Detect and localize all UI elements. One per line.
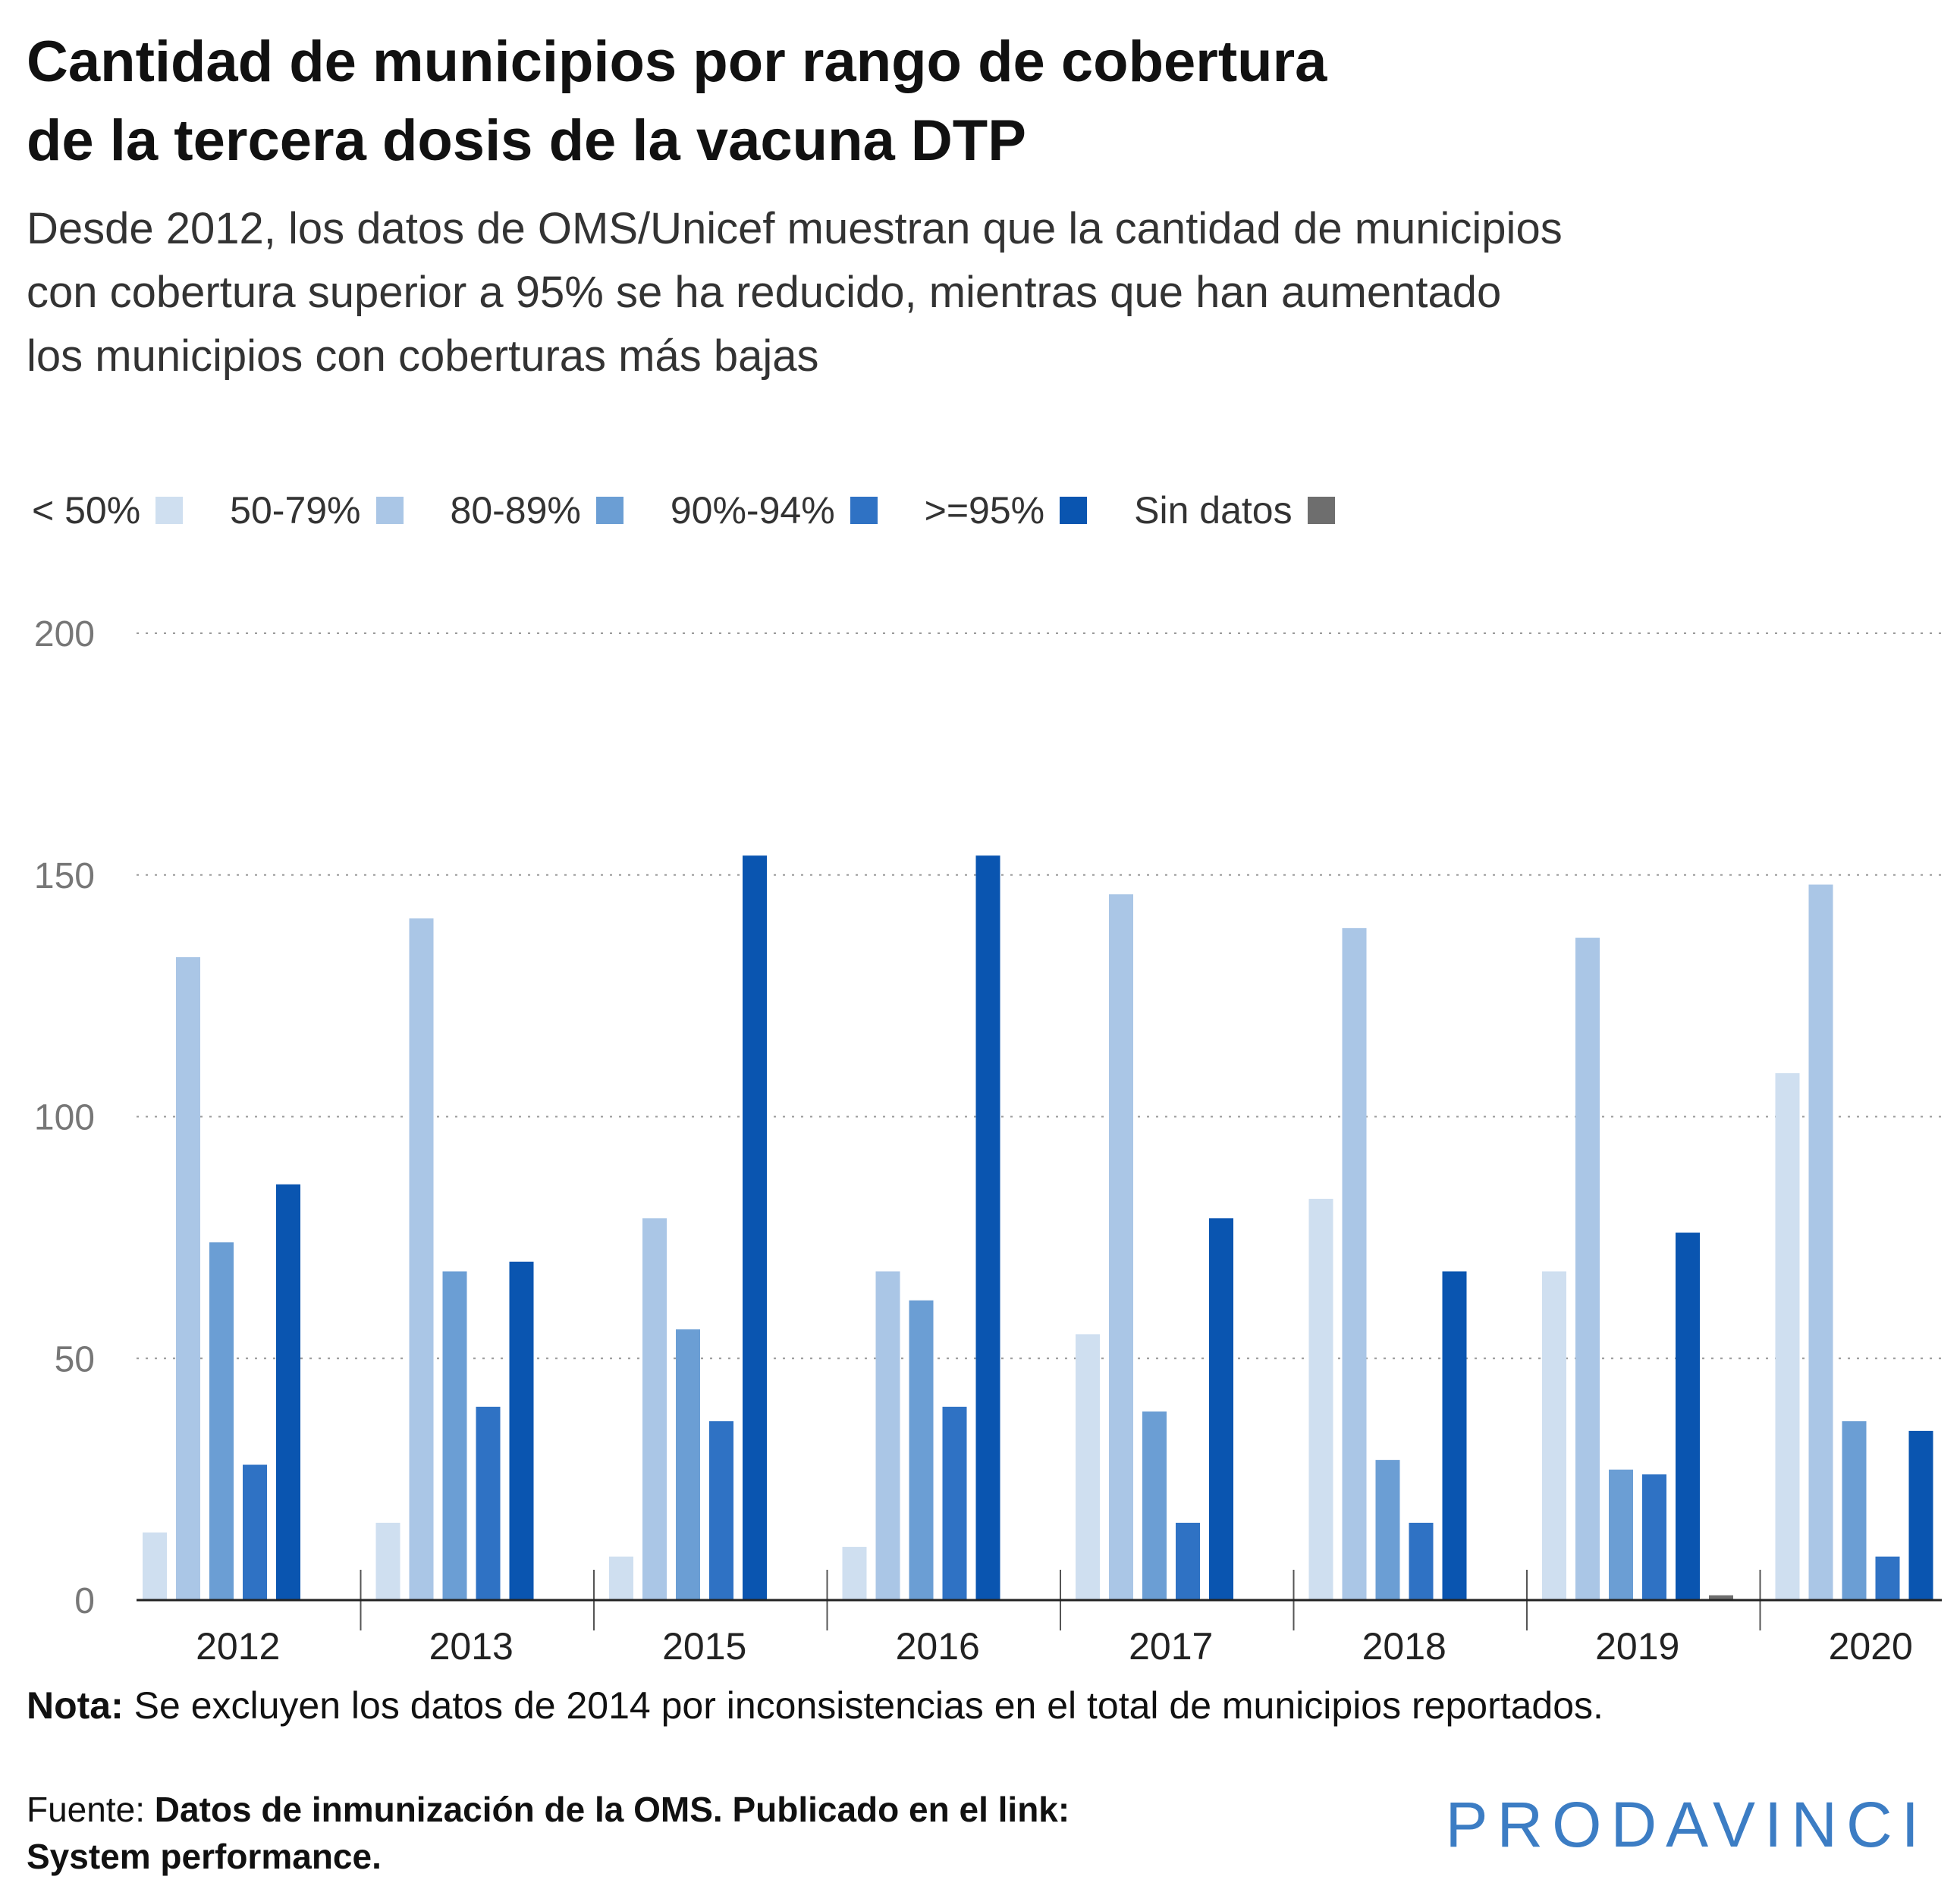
legend-item-90-94: 90%-94%	[671, 488, 878, 532]
legend-label: < 50%	[32, 489, 141, 532]
bar	[1308, 1198, 1333, 1600]
bar	[1076, 1334, 1100, 1600]
bar	[1142, 1411, 1167, 1600]
bar	[243, 1464, 267, 1600]
x-tick-label: 2019	[1595, 1625, 1679, 1668]
bar	[975, 855, 1000, 1600]
legend-item-gte95: >=95%	[924, 488, 1088, 532]
bar-chart: 0 50 100 150 200 2012 2013 2015 2016 2017 2018 2019…	[34, 614, 1942, 1668]
bar	[1609, 1469, 1633, 1600]
bar	[1908, 1430, 1933, 1600]
x-tick-label: 2018	[1362, 1625, 1446, 1668]
prodavinci-logo: PRODAVINCI	[1445, 1789, 1928, 1860]
legend-swatch	[595, 497, 623, 524]
y-tick-label: 200	[34, 614, 95, 654]
chart-title-line-1: Cantidad de municipios por rango de cobe…	[27, 30, 1327, 94]
y-tick-label: 150	[34, 856, 95, 896]
source-label: Fuente:	[27, 1790, 155, 1829]
source: Fuente: Datos de inmunización de la OMS.…	[27, 1786, 1164, 1880]
chart-legend: < 50% 50-79% 80-89% 90%-94% >=95% Sin da…	[32, 484, 1382, 537]
legend-label: 80-89%	[450, 489, 581, 532]
bar	[1542, 1271, 1566, 1600]
bar	[1409, 1523, 1434, 1600]
bar	[476, 1407, 501, 1600]
bar	[1842, 1421, 1867, 1600]
y-tick-label: 50	[55, 1339, 95, 1379]
chart-subtitle-line-3: los municipios con coberturas más bajas	[27, 331, 819, 381]
bar	[176, 957, 200, 1600]
x-tick-label: 2013	[429, 1625, 514, 1668]
bar	[842, 1546, 867, 1600]
bar	[1808, 884, 1833, 1600]
y-tick-label: 0	[74, 1581, 95, 1621]
bar	[1342, 927, 1367, 1600]
bar	[909, 1300, 934, 1600]
bar	[743, 855, 767, 1600]
legend-label: 90%-94%	[670, 489, 835, 532]
legend-swatch	[850, 497, 878, 524]
bar	[209, 1242, 234, 1600]
footnote: Nota: Se excluyen los datos de 2014 por …	[27, 1684, 1603, 1728]
bar	[1209, 1218, 1233, 1600]
bar	[1709, 1595, 1733, 1600]
x-tick-label: 2012	[196, 1625, 280, 1668]
chart-subtitle-line-1: Desde 2012, los datos de OMS/Unicef mues…	[27, 204, 1563, 253]
source-text: Datos de inmunización de la OMS. Publica…	[154, 1790, 1070, 1829]
x-tick-label: 2020	[1829, 1625, 1913, 1668]
legend-swatch	[1060, 497, 1088, 524]
y-tick-label: 100	[34, 1098, 95, 1138]
bar	[1575, 937, 1600, 1600]
legend-item-50-79: 50-79%	[230, 488, 404, 532]
bar	[143, 1532, 167, 1600]
chart-title: Cantidad de municipios por rango de cobe…	[27, 23, 1544, 180]
chart-subtitle: Desde 2012, los datos de OMS/Unicef mues…	[27, 197, 1771, 388]
source-text-line-2: System performance.	[27, 1837, 382, 1876]
bar	[409, 918, 434, 1600]
chart-title-line-2: de la tercera dosis de la vacuna DTP	[27, 108, 1026, 173]
legend-label: 50-79%	[230, 489, 361, 532]
x-tick-label: 2016	[896, 1625, 980, 1668]
x-tick-label: 2015	[662, 1625, 746, 1668]
bar	[642, 1218, 667, 1600]
bar	[1875, 1556, 1900, 1600]
x-tick-label: 2017	[1129, 1625, 1213, 1668]
legend-item-sin-datos: Sin datos	[1134, 488, 1335, 532]
legend-label: Sin datos	[1134, 489, 1293, 532]
bar	[375, 1523, 400, 1600]
chart-subtitle-line-2: con cobertura superior a 95% se ha reduc…	[27, 268, 1502, 317]
footnote-text: Se excluyen los datos de 2014 por incons…	[123, 1684, 1603, 1727]
legend-item-80-89: 80-89%	[451, 488, 623, 532]
legend-label: >=95%	[924, 489, 1045, 532]
bar	[942, 1407, 967, 1600]
bar	[1642, 1474, 1666, 1600]
legend-swatch	[155, 497, 184, 524]
bar	[1176, 1523, 1200, 1600]
bar	[509, 1261, 534, 1600]
footnote-label: Nota:	[27, 1684, 124, 1727]
bar	[1109, 894, 1133, 1600]
bar	[276, 1184, 300, 1600]
bar	[709, 1421, 733, 1600]
bar	[875, 1271, 900, 1600]
bar	[676, 1329, 700, 1600]
bar	[1442, 1271, 1467, 1600]
bar	[1375, 1460, 1400, 1600]
legend-item-lt50: < 50%	[32, 488, 184, 532]
bar	[442, 1271, 467, 1600]
legend-swatch	[1307, 497, 1335, 524]
bar	[1775, 1073, 1800, 1600]
legend-swatch	[375, 497, 404, 524]
bar	[609, 1556, 633, 1600]
bar	[1676, 1232, 1700, 1600]
